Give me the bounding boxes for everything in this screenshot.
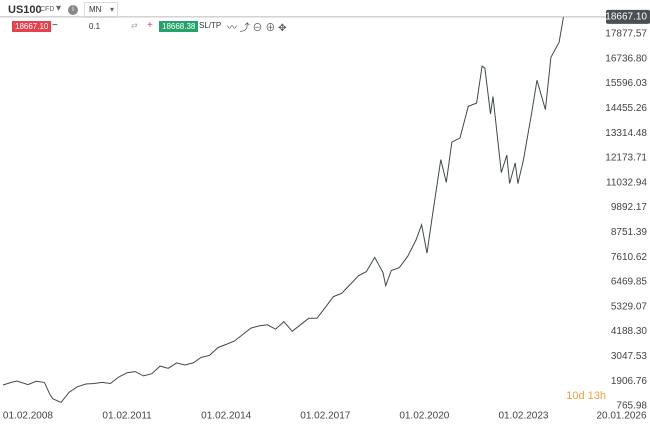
y-tick-label: 1906.76 bbox=[611, 376, 648, 387]
y-tick-label: 6469.85 bbox=[611, 277, 648, 288]
minus-button[interactable]: − bbox=[52, 20, 58, 31]
sltp-button[interactable]: SL/TP bbox=[199, 21, 222, 30]
last-price-label: 18667.10 bbox=[605, 11, 647, 22]
y-tick-label: 11032.94 bbox=[606, 177, 647, 188]
info-icon[interactable]: i bbox=[68, 5, 78, 15]
y-tick-label: 13314.48 bbox=[605, 128, 647, 139]
price-line bbox=[2, 17, 564, 404]
y-tick-label: 3047.53 bbox=[611, 351, 648, 362]
symbol[interactable]: US100 bbox=[8, 4, 42, 16]
y-tick-label: 4188.30 bbox=[611, 326, 648, 337]
y-tick-label: 7610.62 bbox=[611, 252, 648, 263]
x-tick-label: 01.02.2017 bbox=[300, 411, 350, 422]
swap-icon[interactable]: ⇄ bbox=[131, 21, 138, 30]
y-tick-label: 16736.80 bbox=[605, 53, 647, 64]
x-tick-label: 01.02.2011 bbox=[102, 411, 152, 422]
x-tick-label: 01.02.2020 bbox=[399, 411, 449, 422]
symbol-type: CFD bbox=[40, 6, 55, 13]
y-tick-label: 17877.57 bbox=[605, 29, 647, 40]
buy-button[interactable]: 18668.38 bbox=[159, 21, 199, 32]
timeframe[interactable]: MN ▾ bbox=[84, 2, 118, 18]
timeframe-label: MN bbox=[89, 5, 102, 14]
x-tick-label: 01.02.2014 bbox=[201, 411, 251, 422]
x-tick-label: 20.01.2026 bbox=[596, 411, 646, 422]
dropdown-icon[interactable]: ▾ bbox=[56, 3, 62, 14]
y-tick-label: 9892.17 bbox=[611, 202, 648, 213]
y-tick-label: 5329.07 bbox=[611, 301, 648, 312]
y-tick-label: 765.98 bbox=[616, 401, 647, 412]
y-tick-label: 8751.39 bbox=[611, 227, 648, 238]
x-tick-label: 01.02.2023 bbox=[498, 411, 548, 422]
y-tick-label: 14455.26 bbox=[605, 103, 647, 114]
y-tick-label: 15596.03 bbox=[605, 78, 647, 89]
plus-button[interactable]: + bbox=[147, 20, 153, 31]
tool-icons[interactable]: 〰 ⤴ ⊖ ⊕ ✥ bbox=[227, 23, 287, 34]
last-price-box bbox=[606, 9, 650, 24]
sell-button[interactable]: 18667.10 bbox=[12, 21, 52, 32]
x-tick-label: 01.02.2008 bbox=[3, 411, 53, 422]
countdown: 10d 13h bbox=[566, 390, 606, 402]
y-tick-label: 12173.71 bbox=[605, 153, 647, 164]
quantity[interactable]: 0.1 bbox=[89, 22, 101, 31]
